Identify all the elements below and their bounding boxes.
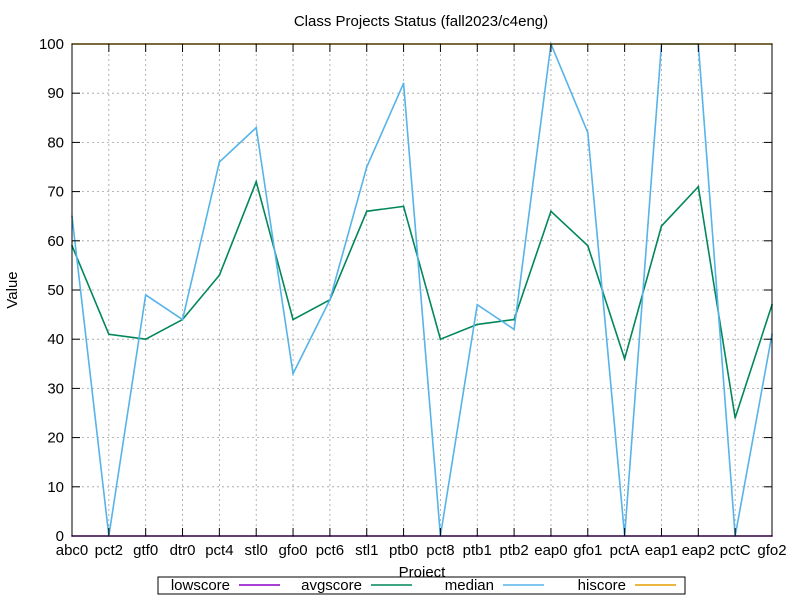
data-point-median [402,82,405,85]
data-point-median [513,328,516,331]
legend: lowscore avgscore median hiscore [157,576,686,595]
y-tick-label: 30 [47,380,64,397]
data-point-median [586,131,589,134]
x-tick-label: eap2 [682,542,715,559]
legend-box [157,576,686,595]
x-tick-label: gfo2 [757,542,786,559]
x-tick-label: gfo1 [573,542,602,559]
x-axis-ticks: abc0 pct2 gtf0 dtr0 pct4 stl0 gfo0 pct6 stl1 ptb0… [56,44,787,559]
x-tick-label: gtf0 [133,542,158,559]
x-tick-label: ptb1 [463,542,492,559]
y-tick-label: 40 [47,331,64,348]
series-line-median [71,40,773,537]
x-tick-label: gfo0 [278,542,307,559]
x-tick-label: abc0 [56,542,89,559]
data-point-median [218,161,221,163]
y-axis-ticks: 0 10 20 30 40 50 60 70 80 90 100 [39,36,772,545]
x-tick-label: pct6 [316,542,344,559]
data-point-median [328,298,331,301]
data-point-avgscore [550,210,552,213]
x-tick-label: stl1 [355,542,378,559]
x-tick-label: pctA [610,542,640,559]
data-point-median [365,166,368,168]
y-tick-label: 90 [47,85,64,102]
y-tick-label: 80 [47,134,64,151]
x-tick-label: pct4 [205,542,233,559]
legend-label-hiscore: hiscore [578,577,626,594]
x-tick-label: eap1 [645,542,678,559]
data-point-median [255,126,258,129]
y-tick-label: 0 [56,528,64,545]
grid [71,43,773,537]
data-point-median [292,372,294,375]
data-point-median [476,303,479,306]
x-tick-label: pct2 [95,542,123,559]
data-point-avgscore [586,244,589,247]
x-tick-label: eap0 [534,542,567,559]
x-tick-label: ptb0 [389,542,418,559]
x-tick-label: dtr0 [170,542,196,559]
y-tick-label: 70 [47,184,64,201]
data-point-avgscore [402,205,405,208]
y-tick-label: 60 [47,233,64,250]
data-point-median [181,318,184,321]
data-point-median [144,294,147,296]
y-tick-label: 10 [47,479,64,496]
data-point-avgscore [623,357,626,360]
x-tick-label: ptb2 [500,542,529,559]
data-point-avgscore [218,274,221,277]
data-point-avgscore [697,185,700,188]
data-point-avgscore [439,338,442,341]
chart-title: Class Projects Status (fall2023/c4eng) [294,13,548,30]
data-point-avgscore [107,333,110,336]
data-point-avgscore [365,210,368,213]
data-point-avgscore [144,338,147,341]
data-point-avgscore [660,225,663,227]
legend-label-median: median [445,577,494,594]
x-tick-label: pct8 [426,542,454,559]
legend-label-lowscore: lowscore [171,577,230,594]
data-point-avgscore [734,417,737,419]
legend-label-avgscore: avgscore [301,577,362,594]
x-tick-label: pctC [720,542,751,559]
data-point-avgscore [255,180,258,183]
series-line-avgscore [71,179,773,419]
y-tick-label: 50 [47,282,64,299]
data-point-avgscore [476,323,479,326]
y-tick-label: 20 [47,430,64,447]
y-tick-label: 100 [39,36,64,53]
y-axis-label: Value [4,271,21,308]
data-point-avgscore [292,318,294,321]
x-tick-label: stl0 [245,542,268,559]
